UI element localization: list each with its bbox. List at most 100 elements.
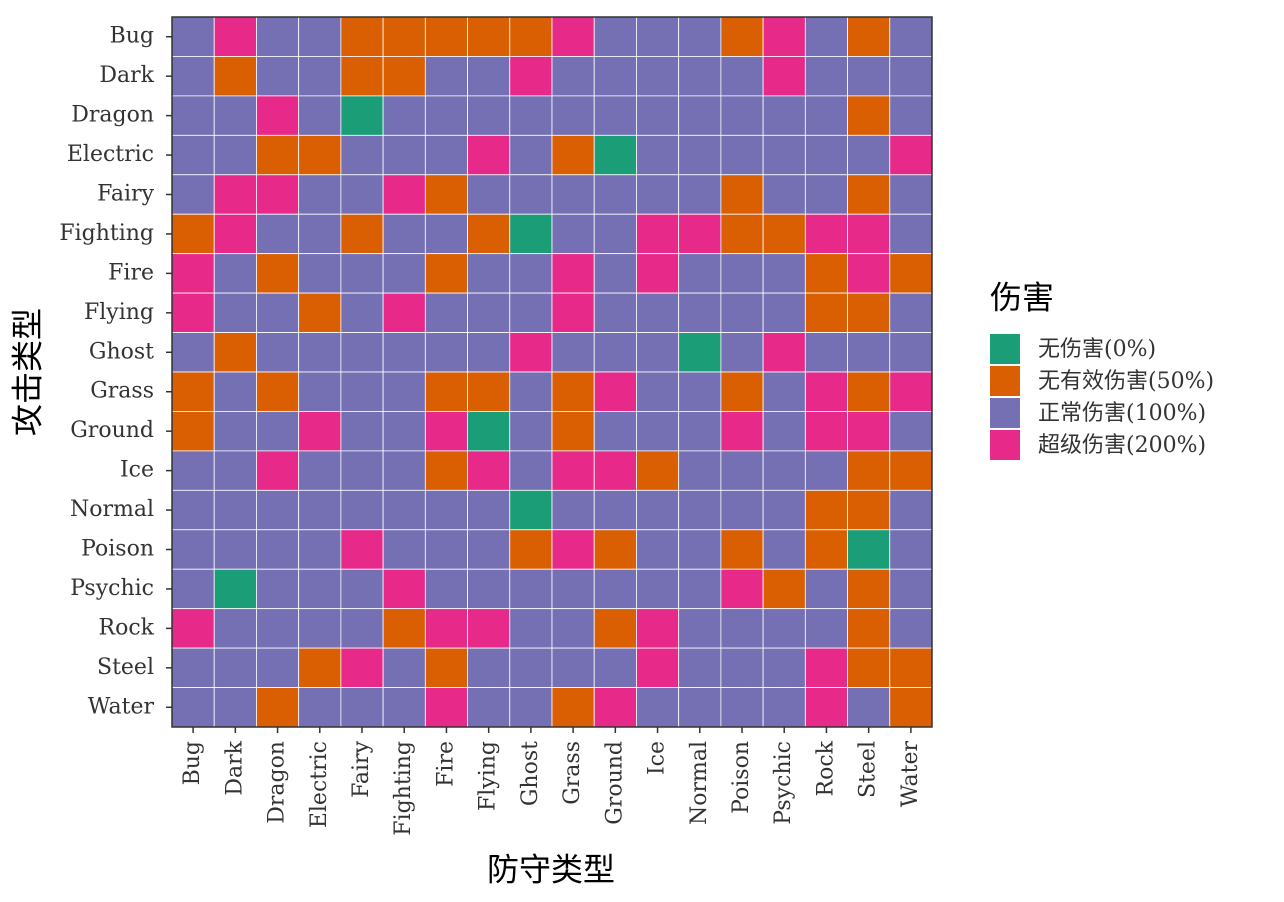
heatmap-cell <box>424 687 468 728</box>
heatmap-cell <box>424 56 468 97</box>
heatmap-cell <box>889 529 933 570</box>
heatmap-cell <box>847 213 891 255</box>
heatmap-cell <box>551 16 595 57</box>
heatmap-cell <box>720 95 764 136</box>
heatmap-cell <box>171 16 215 57</box>
heatmap-cell <box>636 174 680 215</box>
y-tick-label: Steel <box>97 655 154 680</box>
heatmap-cell <box>889 213 933 255</box>
heatmap-cell <box>804 529 848 570</box>
heatmap-cell <box>256 411 300 452</box>
legend-label: 正常伤害(100%) <box>1038 401 1206 426</box>
heatmap-cell <box>467 134 511 176</box>
heatmap-cell <box>382 568 426 610</box>
heatmap-cell <box>340 647 384 688</box>
heatmap-cell <box>847 332 891 373</box>
heatmap-cell <box>171 56 215 97</box>
heatmap-cell <box>256 292 300 333</box>
y-tick-label: Water <box>88 694 155 719</box>
heatmap-cell <box>551 411 595 452</box>
heatmap-cell <box>804 213 848 255</box>
heatmap-cell <box>171 95 215 136</box>
heatmap-cell <box>889 332 933 373</box>
heatmap-cell <box>171 213 215 255</box>
heatmap-cell <box>889 292 933 333</box>
heatmap-cell <box>889 687 933 728</box>
heatmap-cell <box>298 489 342 531</box>
heatmap-cell <box>804 687 848 728</box>
heatmap-cell <box>213 568 257 610</box>
heatmap-cell <box>847 568 891 610</box>
heatmap-cell <box>678 95 722 136</box>
heatmap-cell <box>636 411 680 452</box>
heatmap-cell <box>509 687 553 728</box>
heatmap-cell <box>340 16 384 57</box>
heatmap-cell <box>213 56 257 97</box>
y-tick-label: Ground <box>70 418 154 443</box>
heatmap-cell <box>467 608 511 649</box>
heatmap-cell <box>298 568 342 610</box>
heatmap-cell <box>171 332 215 373</box>
panel-border <box>171 16 933 728</box>
heatmap-cell <box>298 332 342 373</box>
heatmap-cell <box>804 292 848 333</box>
heatmap-cell <box>678 371 722 412</box>
heatmap-cell <box>678 56 722 97</box>
heatmap-cell <box>678 568 722 610</box>
heatmap-cell <box>551 647 595 688</box>
heatmap-cell <box>298 529 342 570</box>
heatmap-cell <box>467 16 511 57</box>
heatmap-cell <box>171 411 215 452</box>
heatmap-cell <box>762 95 806 136</box>
heatmap-cell <box>889 134 933 176</box>
x-tick-label: Ghost <box>518 741 543 806</box>
heatmap-cell <box>171 687 215 728</box>
heatmap-cell <box>256 647 300 688</box>
heatmap-cell <box>467 489 511 531</box>
y-tick-label: Dragon <box>71 103 154 128</box>
heatmap-cell <box>256 174 300 215</box>
y-tick-label: Bug <box>110 24 154 49</box>
heatmap-cell <box>847 608 891 649</box>
heatmap-cell <box>298 16 342 57</box>
heatmap-cell <box>171 134 215 176</box>
heatmap-cell <box>551 56 595 97</box>
x-tick-label: Dark <box>222 740 247 795</box>
heatmap-cell <box>382 489 426 531</box>
heatmap-cell <box>340 529 384 570</box>
heatmap-cell <box>509 411 553 452</box>
heatmap-cell <box>762 56 806 97</box>
heatmap-cell <box>424 134 468 176</box>
x-tick-label: Fighting <box>391 741 416 836</box>
heatmap-cell <box>762 647 806 688</box>
y-tick-label: Poison <box>81 537 154 562</box>
x-tick-label: Fire <box>433 741 458 787</box>
heatmap-cell <box>256 450 300 491</box>
heatmap-cell <box>720 568 764 610</box>
heatmap-cell <box>804 411 848 452</box>
heatmap-cell <box>847 529 891 570</box>
heatmap-cell <box>256 687 300 728</box>
heatmap-cell <box>636 647 680 688</box>
heatmap-cell <box>467 450 511 491</box>
heatmap-cell <box>424 292 468 333</box>
heatmap-cell <box>256 213 300 255</box>
heatmap-cell <box>382 292 426 333</box>
heatmap-cell <box>424 647 468 688</box>
heatmap-cell <box>171 647 215 688</box>
heatmap-cell <box>382 213 426 255</box>
x-tick-label: Grass <box>560 741 585 805</box>
heatmap-cell <box>340 687 384 728</box>
heatmap-cell <box>889 647 933 688</box>
heatmap-cell <box>551 292 595 333</box>
heatmap-cell <box>213 687 257 728</box>
legend-label: 超级伤害(200%) <box>1038 433 1206 458</box>
heatmap-cell <box>467 687 511 728</box>
heatmap-cell <box>636 489 680 531</box>
heatmap-cell <box>213 253 257 294</box>
y-tick-label: Dark <box>99 63 154 88</box>
heatmap-cell <box>551 529 595 570</box>
heatmap-cell <box>509 450 553 491</box>
heatmap-cell <box>762 253 806 294</box>
